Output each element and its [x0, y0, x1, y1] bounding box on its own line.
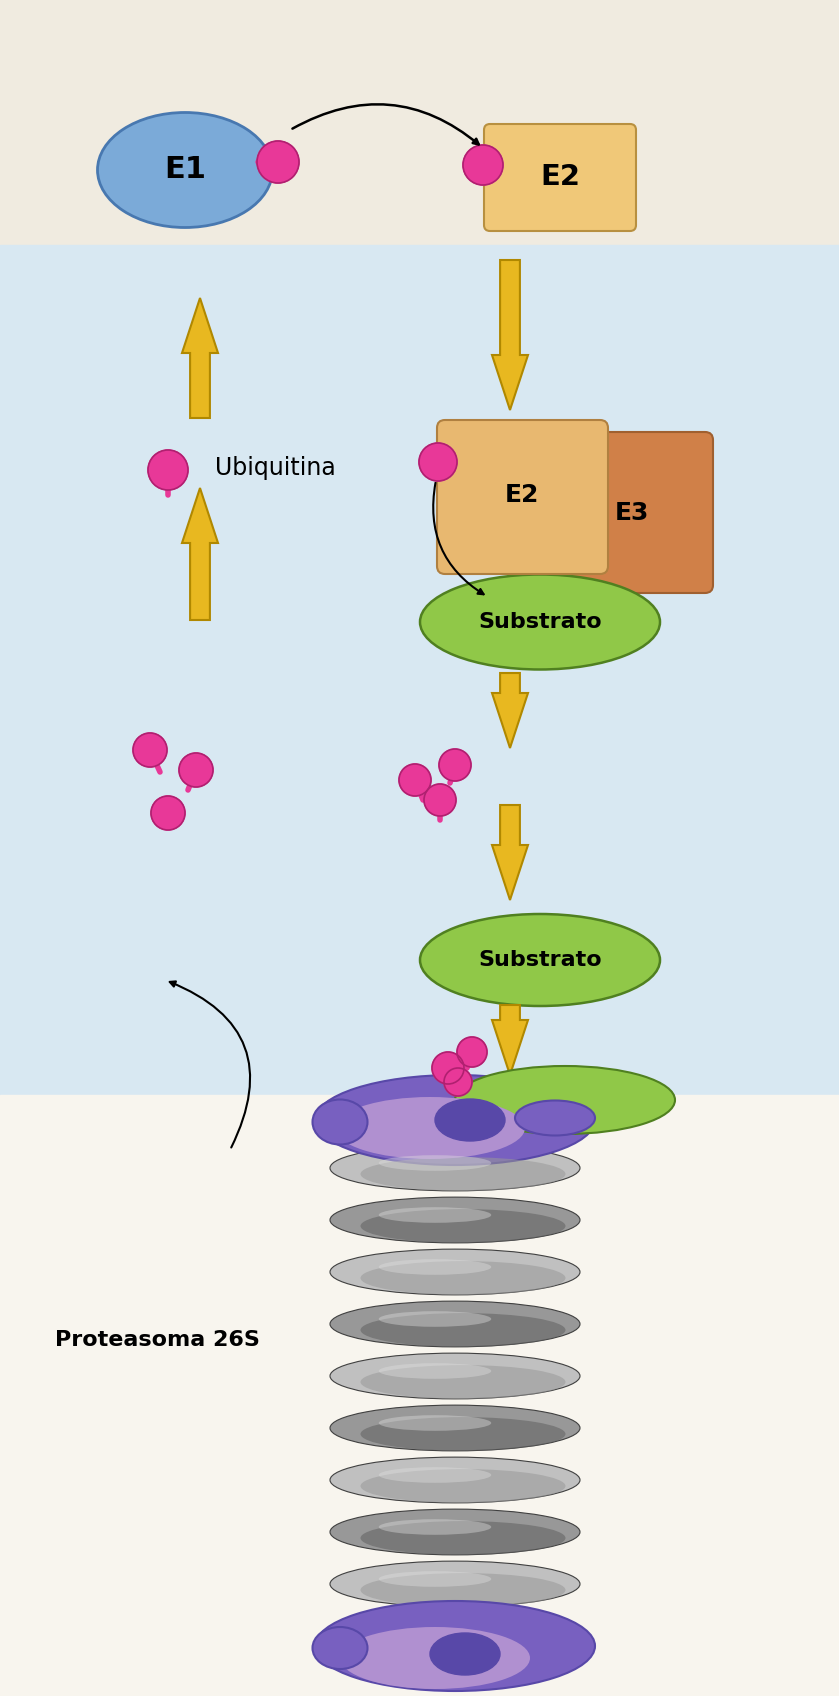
- Circle shape: [257, 141, 299, 183]
- Ellipse shape: [330, 1457, 580, 1503]
- Circle shape: [179, 753, 213, 787]
- Ellipse shape: [361, 1574, 565, 1606]
- Ellipse shape: [515, 1101, 595, 1136]
- Ellipse shape: [361, 1521, 565, 1555]
- Ellipse shape: [378, 1414, 492, 1431]
- Ellipse shape: [378, 1208, 492, 1223]
- Ellipse shape: [378, 1570, 492, 1587]
- Ellipse shape: [378, 1311, 492, 1326]
- FancyArrow shape: [492, 259, 528, 410]
- Ellipse shape: [330, 1301, 580, 1347]
- Text: Ubiquitina: Ubiquitina: [215, 456, 336, 480]
- Ellipse shape: [378, 1364, 492, 1379]
- Ellipse shape: [455, 1067, 675, 1135]
- Circle shape: [148, 449, 188, 490]
- Circle shape: [463, 144, 503, 185]
- Bar: [0, 1096, 839, 1696]
- Text: Substrato: Substrato: [478, 612, 602, 633]
- FancyBboxPatch shape: [552, 432, 713, 594]
- Ellipse shape: [430, 1633, 500, 1676]
- Ellipse shape: [378, 1520, 492, 1535]
- Ellipse shape: [340, 1626, 530, 1689]
- Ellipse shape: [312, 1099, 367, 1145]
- Ellipse shape: [330, 1250, 580, 1294]
- Ellipse shape: [361, 1365, 565, 1399]
- Ellipse shape: [97, 112, 273, 227]
- Ellipse shape: [420, 575, 660, 670]
- Circle shape: [151, 795, 185, 829]
- Circle shape: [424, 784, 456, 816]
- Ellipse shape: [378, 1155, 492, 1170]
- Text: E1: E1: [164, 156, 206, 185]
- Text: Proteasoma 26S: Proteasoma 26S: [55, 1330, 260, 1350]
- FancyArrow shape: [492, 806, 528, 901]
- Ellipse shape: [435, 1099, 505, 1141]
- Ellipse shape: [315, 1075, 595, 1165]
- Circle shape: [399, 763, 431, 795]
- Ellipse shape: [378, 1258, 492, 1275]
- FancyBboxPatch shape: [437, 421, 608, 573]
- Ellipse shape: [330, 1145, 580, 1191]
- Text: E2: E2: [505, 483, 539, 507]
- Ellipse shape: [378, 1467, 492, 1482]
- Circle shape: [419, 443, 457, 482]
- FancyArrow shape: [182, 298, 218, 417]
- FancyBboxPatch shape: [484, 124, 636, 231]
- Circle shape: [457, 1036, 487, 1067]
- Ellipse shape: [361, 1469, 565, 1503]
- Circle shape: [444, 1068, 472, 1096]
- FancyArrow shape: [492, 1006, 528, 1075]
- FancyArrow shape: [492, 673, 528, 748]
- Ellipse shape: [361, 1313, 565, 1347]
- Ellipse shape: [312, 1626, 367, 1669]
- Ellipse shape: [361, 1157, 565, 1191]
- Text: E2: E2: [540, 163, 580, 192]
- Ellipse shape: [315, 1601, 595, 1691]
- Ellipse shape: [330, 1197, 580, 1243]
- Circle shape: [439, 750, 471, 780]
- Ellipse shape: [330, 1509, 580, 1555]
- Circle shape: [133, 733, 167, 767]
- Bar: [0, 244, 839, 1096]
- Ellipse shape: [420, 914, 660, 1006]
- Text: Substrato: Substrato: [478, 950, 602, 970]
- Circle shape: [432, 1052, 464, 1084]
- Bar: [0, 0, 839, 244]
- Ellipse shape: [330, 1404, 580, 1450]
- Ellipse shape: [335, 1097, 525, 1158]
- FancyArrow shape: [182, 488, 218, 621]
- Text: E3: E3: [615, 500, 649, 526]
- Ellipse shape: [361, 1418, 565, 1450]
- Ellipse shape: [361, 1209, 565, 1243]
- Ellipse shape: [330, 1560, 580, 1606]
- Ellipse shape: [361, 1262, 565, 1296]
- Ellipse shape: [330, 1353, 580, 1399]
